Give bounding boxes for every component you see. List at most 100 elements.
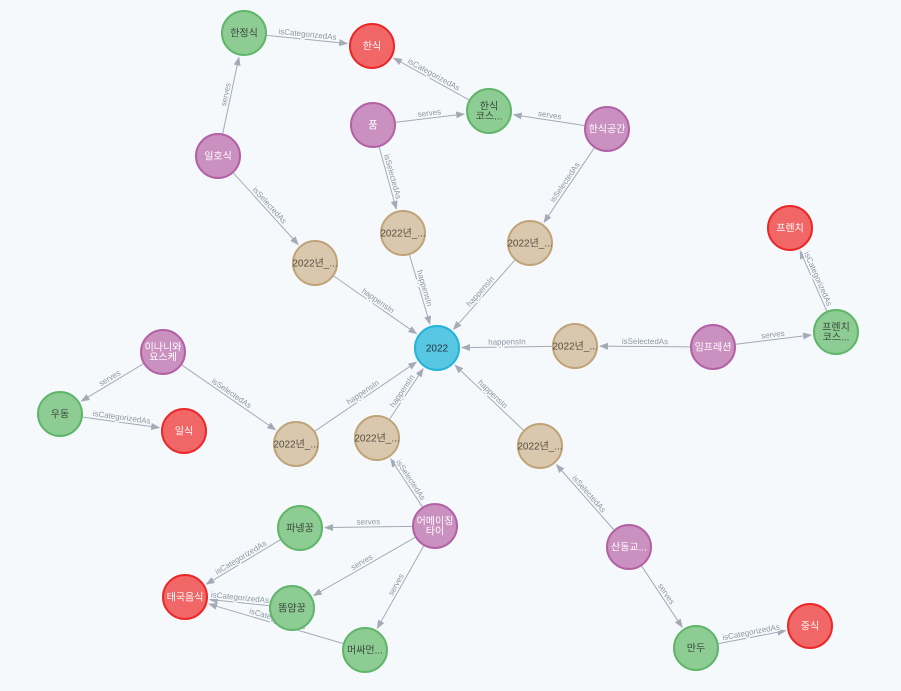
graph-edge-hansik-gonggan-year-b[interactable]: isSelectedAs	[543, 147, 595, 224]
graph-edge-year-a-year-2022[interactable]: happensIn	[409, 254, 436, 325]
node-circle	[787, 603, 833, 649]
edge-label: happensIn	[488, 337, 526, 347]
graph-node-pum[interactable]: 품	[350, 102, 396, 148]
node-circle	[507, 220, 553, 266]
node-circle	[767, 205, 813, 251]
node-circle	[221, 10, 267, 56]
edge-label: isCategorizedAs	[406, 57, 461, 93]
edge-label: serves	[97, 368, 122, 388]
edge-line	[208, 596, 270, 607]
edge-line	[312, 537, 416, 597]
graph-node-tom-yum-kung[interactable]: 똠얌꿍	[269, 585, 315, 631]
graph-edge-tom-yum-kung-thai-food[interactable]: isCategorizedAs	[208, 589, 271, 607]
edge-label: serves	[357, 517, 381, 526]
graph-edge-panaeng-kung-thai-food[interactable]: isCategorizedAs	[205, 537, 281, 585]
graph-edge-year-b-year-2022[interactable]: happensIn	[452, 259, 516, 331]
graph-node-french[interactable]: 프렌치	[767, 205, 813, 251]
graph-edge-ilhosik-year-c[interactable]: isSelectedAs	[233, 172, 299, 246]
edge-label: happensIn	[360, 286, 396, 315]
edge-label: serves	[349, 552, 374, 572]
edge-line	[181, 364, 277, 431]
edge-label: isSelectedAs	[382, 153, 403, 200]
edge-line	[512, 112, 585, 127]
graph-edge-ilhosik-hanjeongsik[interactable]: serves	[218, 56, 241, 134]
graph-node-hansik-gonggan[interactable]: 한식공간	[584, 106, 630, 152]
edge-line	[409, 254, 432, 325]
graph-edge-sandong-mandu[interactable]: serves	[641, 565, 683, 629]
graph-node-year-c[interactable]: 2022년_...	[292, 240, 338, 286]
graph-edge-pum-year-a[interactable]: isSelectedAs	[378, 147, 405, 210]
graph-node-year-a[interactable]: 2022년_...	[380, 210, 426, 256]
edge-line	[598, 342, 691, 350]
edge-line	[799, 249, 828, 312]
edge-line	[460, 344, 553, 352]
edge-line	[266, 34, 349, 47]
graph-node-year-e[interactable]: 2022년_...	[273, 421, 319, 467]
graph-node-massaman[interactable]: 머싸먼...	[342, 627, 388, 673]
node-circle	[349, 23, 395, 69]
graph-edge-hansik-course-hansik[interactable]: isCategorizedAs	[392, 55, 470, 101]
graph-edge-impression-french-course[interactable]: serves	[735, 327, 813, 345]
graph-edge-year-g-year-2022[interactable]: happensIn	[454, 364, 524, 431]
graph-node-ilsik[interactable]: 일식	[161, 408, 207, 454]
graph-edge-pum-hansik-course[interactable]: serves	[395, 106, 466, 123]
graph-node-inaniwa-yosuke[interactable]: 이나니와 요스케	[140, 329, 186, 375]
graph-node-thai-food[interactable]: 태국음식	[162, 574, 208, 620]
graph-edge-mandu-jungsik[interactable]: isCategorizedAs	[718, 621, 787, 645]
graph-node-ilhosik[interactable]: 일호식	[195, 133, 241, 179]
edge-label: isCategorizedAs	[92, 409, 151, 426]
graph-node-impression[interactable]: 임프레션	[690, 324, 736, 370]
edge-line	[205, 539, 281, 585]
node-circle	[412, 503, 458, 549]
graph-edge-sandong-year-g[interactable]: isSelectedAs	[555, 464, 615, 531]
graph-edge-amazing-thai-massaman[interactable]: serves	[376, 545, 425, 630]
graph-edge-french-course-french[interactable]: isCategorizedAs	[799, 249, 835, 312]
graph-edge-hanjeongsik-hansik[interactable]: isCategorizedAs	[266, 26, 349, 47]
graph-edge-impression-year-d[interactable]: isSelectedAs	[598, 335, 691, 350]
edge-line	[390, 458, 423, 508]
graph-node-jungsik[interactable]: 중식	[787, 603, 833, 649]
node-circle	[606, 524, 652, 570]
graph-node-year-b[interactable]: 2022년_...	[507, 220, 553, 266]
graph-node-hansik-course[interactable]: 한식 코스...	[466, 88, 512, 134]
graph-edge-year-d-year-2022[interactable]: happensIn	[460, 336, 553, 352]
graph-node-hanjeongsik[interactable]: 한정식	[221, 10, 267, 56]
graph-node-french-course[interactable]: 프렌치 코스...	[813, 309, 859, 355]
graph-edge-udon-ilsik[interactable]: isCategorizedAs	[82, 407, 161, 430]
edge-label: isCategorizedAs	[722, 622, 781, 642]
node-circle	[161, 408, 207, 454]
edge-label: serves	[537, 109, 562, 121]
node-circle	[342, 627, 388, 673]
graph-edge-year-f-year-2022[interactable]: happensIn	[387, 367, 424, 420]
node-circle	[162, 574, 208, 620]
graph-node-year-2022[interactable]: 2022	[414, 325, 460, 371]
graph-edge-amazing-thai-year-f[interactable]: isSelectedAs	[390, 457, 429, 508]
graph-node-udon[interactable]: 우동	[37, 391, 83, 437]
graph-node-mandu[interactable]: 만두	[673, 625, 719, 671]
node-circle	[354, 415, 400, 461]
edge-line	[314, 361, 418, 432]
graph-node-year-d[interactable]: 2022년_...	[552, 323, 598, 369]
graph-edge-inaniwa-yosuke-udon[interactable]: serves	[80, 363, 144, 402]
edge-label: happensIn	[415, 269, 434, 307]
graph-node-hansik[interactable]: 한식	[349, 23, 395, 69]
edge-label: isCategorizedAs	[802, 250, 834, 307]
graph-edge-amazing-thai-panaeng-kung[interactable]: serves	[323, 516, 413, 532]
edge-label: serves	[417, 107, 441, 119]
node-circle	[273, 421, 319, 467]
graph-node-panaeng-kung[interactable]: 파넹꿍	[277, 505, 323, 551]
graph-node-year-g[interactable]: 2022년_...	[517, 423, 563, 469]
graph-edge-hansik-gonggan-hansik-course[interactable]: serves	[512, 107, 585, 127]
edge-line	[543, 147, 595, 224]
edge-label: happensIn	[465, 274, 497, 308]
edge-label: isSelectedAs	[548, 161, 581, 204]
node-circle	[350, 102, 396, 148]
graph-node-sandong[interactable]: 산동교...	[606, 524, 652, 570]
graph-edge-year-c-year-2022[interactable]: happensIn	[333, 275, 418, 335]
edge-line	[454, 364, 524, 431]
graph-node-year-f[interactable]: 2022년_...	[354, 415, 400, 461]
edge-label: isSelectedAs	[570, 474, 607, 515]
graph-node-amazing-thai[interactable]: 어메이징 타이	[412, 503, 458, 549]
